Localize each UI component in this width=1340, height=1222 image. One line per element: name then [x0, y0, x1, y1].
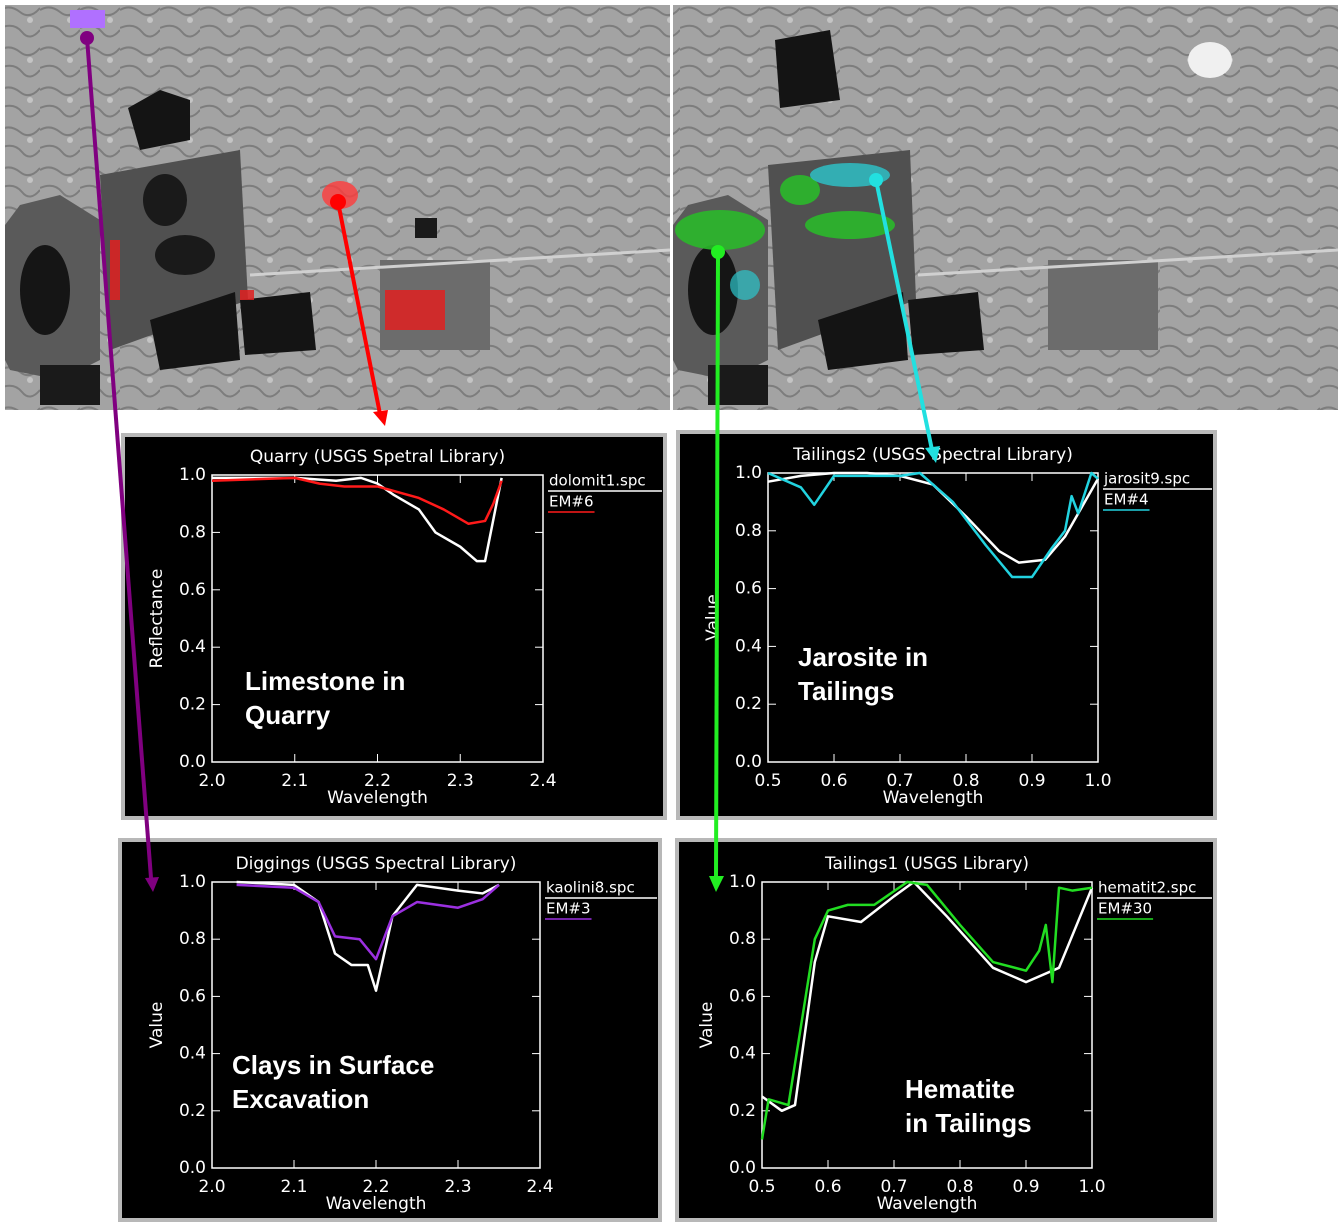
- y-axis-label: Value: [703, 594, 723, 641]
- y-tick-label: 1.0: [179, 465, 206, 485]
- y-axis-label: Reflectance: [147, 569, 167, 669]
- annotation: Hematite: [905, 1074, 1015, 1104]
- annotation: Jarosite in: [798, 642, 928, 672]
- legend-label: jarosit9.spc: [1103, 470, 1190, 488]
- x-axis-label: Wavelength: [883, 788, 984, 808]
- page: 0.00.20.40.60.81.02.02.12.22.32.4Quarry …: [0, 0, 1340, 1222]
- arrow-dot: [869, 173, 883, 187]
- x-tick-label: 0.5: [748, 1177, 775, 1197]
- y-tick-label: 0.0: [735, 752, 762, 772]
- legend-label: EM#30: [1098, 900, 1152, 918]
- arrow-dot: [330, 194, 346, 210]
- y-tick-label: 1.0: [735, 463, 762, 483]
- x-tick-label: 0.9: [1018, 771, 1045, 791]
- x-tick-label: 0.6: [814, 1177, 841, 1197]
- arrow-dot: [711, 245, 725, 259]
- legend-label: EM#4: [1104, 491, 1149, 509]
- y-tick-label: 0.4: [729, 1044, 756, 1064]
- x-tick-label: 1.0: [1078, 1177, 1105, 1197]
- y-tick-label: 0.0: [729, 1158, 756, 1178]
- chart-title: Diggings (USGS Spectral Library): [236, 854, 517, 874]
- legend-label: EM#6: [549, 493, 594, 511]
- annotation: Excavation: [232, 1084, 369, 1114]
- y-tick-label: 0.6: [729, 986, 756, 1006]
- annotation: in Tailings: [905, 1108, 1032, 1138]
- chart-title: Quarry (USGS Spetral Library): [250, 447, 505, 467]
- y-tick-label: 1.0: [729, 872, 756, 892]
- y-tick-label: 0.4: [179, 637, 206, 657]
- y-tick-label: 0.2: [735, 694, 762, 714]
- y-tick-label: 0.6: [179, 986, 206, 1006]
- y-tick-label: 0.2: [729, 1101, 756, 1121]
- arrow-dot: [80, 31, 94, 45]
- x-axis-label: Wavelength: [877, 1194, 978, 1214]
- x-tick-label: 1.0: [1084, 771, 1111, 791]
- y-tick-label: 0.8: [179, 522, 206, 542]
- y-axis-label: Value: [697, 1002, 717, 1049]
- y-tick-label: 0.0: [179, 1158, 206, 1178]
- figure: 0.00.20.40.60.81.02.02.12.22.32.4Quarry …: [0, 0, 1340, 1222]
- x-tick-label: 2.0: [198, 1177, 225, 1197]
- y-tick-label: 0.4: [735, 636, 762, 656]
- y-axis-label: Value: [147, 1002, 167, 1049]
- annotation: Limestone in: [245, 666, 405, 696]
- x-tick-label: 2.3: [447, 771, 474, 791]
- y-tick-label: 0.6: [179, 580, 206, 600]
- window-frame: [677, 840, 1215, 1220]
- chart-title: Tailings1 (USGS Library): [824, 854, 1029, 874]
- annotation: Clays in Surface: [232, 1050, 434, 1080]
- arrowhead: [373, 410, 388, 426]
- legend-label: EM#3: [546, 900, 591, 918]
- satellite-image-right: [673, 5, 1338, 410]
- x-tick-label: 0.5: [754, 771, 781, 791]
- x-tick-label: 0.6: [820, 771, 847, 791]
- x-axis-label: Wavelength: [327, 788, 428, 808]
- y-tick-label: 0.8: [729, 929, 756, 949]
- x-tick-label: 2.4: [526, 1177, 553, 1197]
- y-tick-label: 0.8: [735, 521, 762, 541]
- x-tick-label: 2.0: [198, 771, 225, 791]
- y-tick-label: 0.2: [179, 695, 206, 715]
- x-tick-label: 2.4: [529, 771, 556, 791]
- legend-label: hematit2.spc: [1098, 879, 1196, 897]
- annotation: Tailings: [798, 676, 894, 706]
- x-tick-label: 2.3: [444, 1177, 471, 1197]
- annotation: Quarry: [245, 700, 331, 730]
- y-tick-label: 0.2: [179, 1101, 206, 1121]
- x-tick-label: 0.9: [1012, 1177, 1039, 1197]
- y-tick-label: 1.0: [179, 872, 206, 892]
- y-tick-label: 0.0: [179, 752, 206, 772]
- x-tick-label: 2.1: [281, 771, 308, 791]
- legend-label: kaolini8.spc: [546, 879, 635, 897]
- x-tick-label: 2.1: [280, 1177, 307, 1197]
- y-tick-label: 0.8: [179, 929, 206, 949]
- y-tick-label: 0.4: [179, 1044, 206, 1064]
- x-axis-label: Wavelength: [326, 1194, 427, 1214]
- y-tick-label: 0.6: [735, 579, 762, 599]
- arrow: [716, 252, 718, 878]
- legend-label: dolomit1.spc: [549, 472, 646, 490]
